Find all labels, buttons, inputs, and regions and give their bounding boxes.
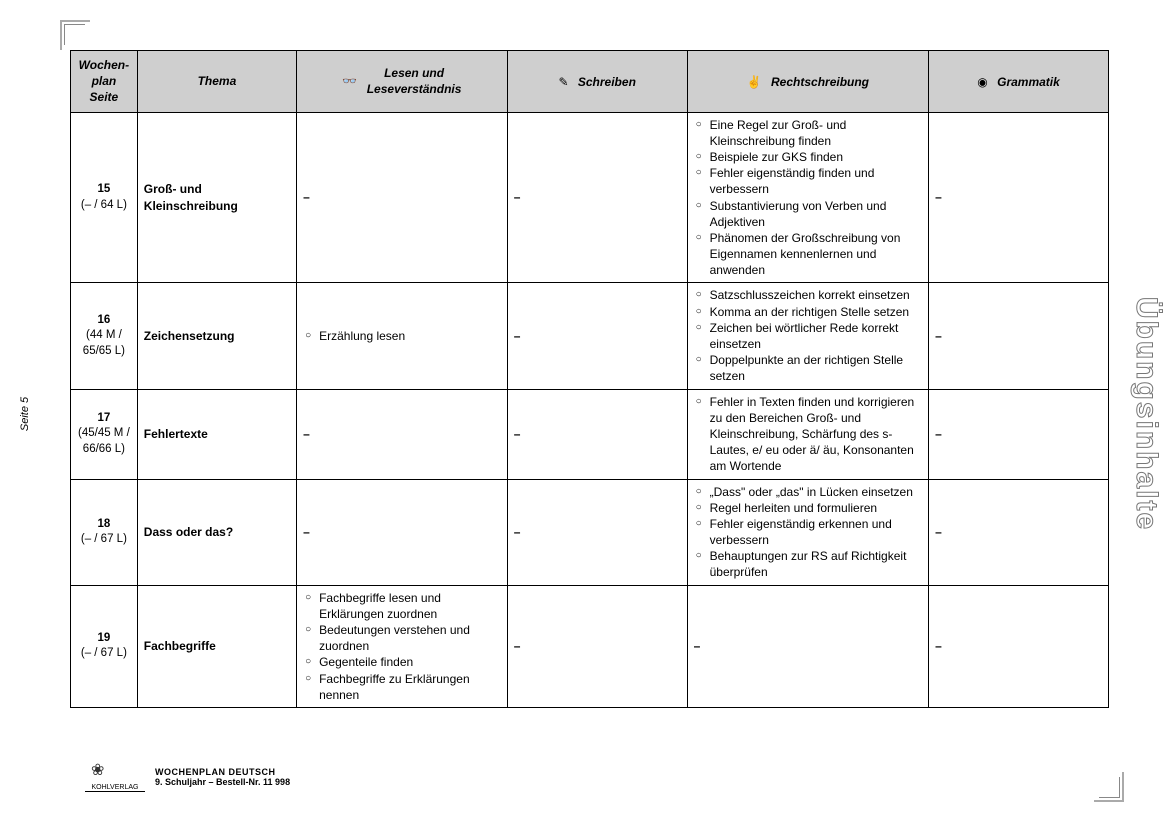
footer-line-2: 9. Schuljahr – Bestell-Nr. 11 998 [155, 777, 290, 787]
cell-recht: – [687, 585, 929, 707]
cell-lesen: Erzählung lesen [297, 283, 508, 389]
cell-schreiben: – [507, 479, 687, 585]
header-wochenplan: Wochen- plan Seite [71, 51, 138, 113]
target-icon: ◉ [977, 74, 987, 90]
cell-page: 15(– / 64 L) [71, 112, 138, 283]
header-col1-l1: Wochen- [79, 58, 129, 72]
publisher-logo: KOHLVERLAG [85, 762, 145, 792]
header-schreiben-label: Schreiben [578, 74, 636, 90]
cell-recht: „Dass" oder „das" in Lücken einsetzenReg… [687, 479, 929, 585]
table-row: 19(– / 67 L)FachbegriffeFachbegriffe les… [71, 585, 1109, 707]
table-row: 16(44 M / 65/65 L)ZeichensetzungErzählun… [71, 283, 1109, 389]
cell-lesen: – [297, 479, 508, 585]
cell-lesen: – [297, 112, 508, 283]
cell-gram: – [929, 479, 1109, 585]
header-row: Wochen- plan Seite Thema 👓 Lesen und Les… [71, 51, 1109, 113]
cell-recht: Satzschlusszeichen korrekt einsetzenKomm… [687, 283, 929, 389]
footer-line-1: WOCHENPLAN DEUTSCH [155, 767, 290, 777]
header-rechtschreibung: ✌ Rechtschreibung [687, 51, 929, 113]
cell-gram: – [929, 283, 1109, 389]
corner-top-left [60, 20, 90, 50]
footer-text: WOCHENPLAN DEUTSCH 9. Schuljahr – Bestel… [155, 767, 290, 787]
cell-page: 17(45/45 M / 66/66 L) [71, 389, 138, 479]
page-frame: Wochen- plan Seite Thema 👓 Lesen und Les… [25, 20, 1124, 802]
table-body: 15(– / 64 L)Groß- und Kleinschreibung––E… [71, 112, 1109, 707]
header-lesen: 👓 Lesen und Leseverständnis [297, 51, 508, 113]
cell-page: 19(– / 67 L) [71, 585, 138, 707]
header-gram-label: Grammatik [997, 74, 1060, 90]
curriculum-table: Wochen- plan Seite Thema 👓 Lesen und Les… [70, 50, 1109, 708]
cell-lesen: – [297, 389, 508, 479]
header-grammatik: ◉ Grammatik [929, 51, 1109, 113]
glasses-icon: 👓 [342, 73, 357, 89]
header-lesen-label: Lesen und Leseverständnis [367, 65, 462, 97]
header-thema: Thema [137, 51, 296, 113]
cell-gram: – [929, 585, 1109, 707]
cell-schreiben: – [507, 389, 687, 479]
cell-thema: Dass oder das? [137, 479, 296, 585]
cell-schreiben: – [507, 585, 687, 707]
cell-page: 16(44 M / 65/65 L) [71, 283, 138, 389]
header-col1-l2: plan [92, 74, 117, 88]
cell-lesen: Fachbegriffe lesen und Erklärungen zuord… [297, 585, 508, 707]
corner-bottom-right [1094, 772, 1124, 802]
table-row: 18(– / 67 L)Dass oder das?––„Dass" oder … [71, 479, 1109, 585]
table-row: 15(– / 64 L)Groß- und Kleinschreibung––E… [71, 112, 1109, 283]
header-thema-label: Thema [198, 74, 237, 88]
cell-recht: Fehler in Texten finden und korrigieren … [687, 389, 929, 479]
cell-recht: Eine Regel zur Groß- und Kleinschreibung… [687, 112, 929, 283]
cell-schreiben: – [507, 283, 687, 389]
cell-gram: – [929, 112, 1109, 283]
table-row: 17(45/45 M / 66/66 L)Fehlertexte––Fehler… [71, 389, 1109, 479]
cell-schreiben: – [507, 112, 687, 283]
header-lesen-l2: Leseverständnis [367, 82, 462, 96]
header-col1-l3: Seite [90, 90, 119, 104]
header-lesen-l1: Lesen und [384, 66, 444, 80]
pencil-icon: ✎ [558, 74, 568, 90]
cell-gram: – [929, 389, 1109, 479]
side-page-number: Seite 5 [19, 396, 31, 430]
content-table-wrap: Wochen- plan Seite Thema 👓 Lesen und Les… [70, 50, 1109, 708]
cell-thema: Fachbegriffe [137, 585, 296, 707]
logo-text: KOHLVERLAG [92, 784, 139, 791]
cell-thema: Fehlertexte [137, 389, 296, 479]
cell-thema: Zeichensetzung [137, 283, 296, 389]
cell-thema: Groß- und Kleinschreibung [137, 112, 296, 283]
page-footer: KOHLVERLAG WOCHENPLAN DEUTSCH 9. Schulja… [85, 762, 290, 792]
header-recht-label: Rechtschreibung [771, 74, 869, 90]
cell-page: 18(– / 67 L) [71, 479, 138, 585]
header-schreiben: ✎ Schreiben [507, 51, 687, 113]
side-section-title: Übungsinhalte [1129, 296, 1163, 530]
hand-icon: ✌ [747, 74, 762, 90]
